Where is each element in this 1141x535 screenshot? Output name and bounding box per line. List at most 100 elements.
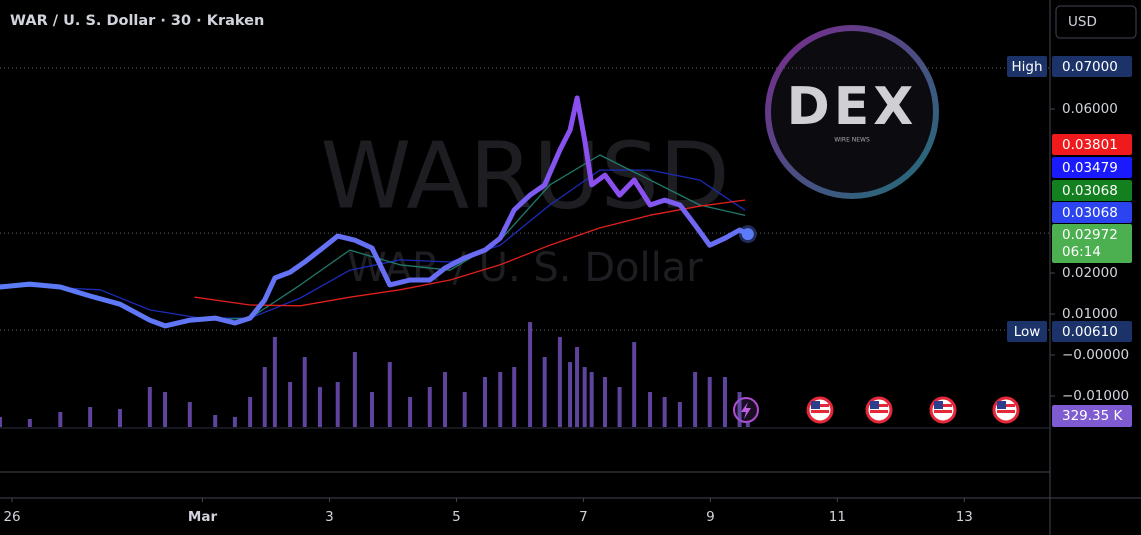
volume-bar [662, 397, 667, 427]
price-badge [1052, 180, 1132, 201]
volume-bar [262, 367, 267, 427]
volume-bar [88, 407, 93, 427]
volume-bar [557, 337, 562, 427]
x-tick-label: 13 [956, 509, 973, 525]
logo-text: DEX [787, 77, 918, 137]
volume-bar [27, 419, 32, 427]
volume-bar [568, 362, 573, 427]
volume-bar [737, 392, 742, 427]
volume-bar [317, 387, 322, 427]
logo-ring [765, 25, 939, 199]
price-badge-text: 0.03068 [1062, 205, 1118, 221]
logo: DEX WIRE NEWS [765, 25, 939, 199]
lightning-glyph [741, 402, 751, 419]
volume-bar [745, 422, 750, 427]
volume-bar [232, 417, 237, 427]
high-tag-text: High [1011, 59, 1042, 75]
currency-label[interactable]: USD [1068, 14, 1097, 30]
volume-badge [1052, 405, 1132, 427]
high-badge-text: 0.07000 [1062, 59, 1118, 75]
last-price-dot [741, 228, 754, 241]
volume-bar [117, 409, 122, 427]
volume-bar [387, 362, 392, 427]
volume-bar [163, 392, 168, 427]
volume-bar [589, 372, 594, 427]
volume-bar [408, 397, 413, 427]
currency-button[interactable] [1055, 5, 1137, 39]
volume-bar [462, 392, 467, 427]
volume-bar [213, 415, 218, 427]
volume-bar [693, 372, 698, 427]
x-tick-label: Mar [188, 509, 218, 525]
volume-bar [370, 392, 375, 427]
event-icons [733, 396, 1020, 424]
y-tick-label: 0.02000 [1062, 265, 1118, 281]
volume-bar [288, 382, 293, 427]
volume-bar [248, 397, 253, 427]
flag-icon[interactable] [992, 396, 1020, 424]
current-badge [1052, 224, 1132, 263]
volume-bar [582, 367, 587, 427]
high-tag [1007, 56, 1047, 77]
volume-bar [335, 382, 340, 427]
flag-icon[interactable] [865, 396, 893, 424]
plot-area: 0.06000 0.02000 0.01000 −0.00000 −0.01000 26 M… [0, 56, 1132, 525]
low-badge-text: 0.00610 [1062, 324, 1118, 340]
low-tag [1007, 321, 1047, 342]
price-badge-text: 0.03801 [1062, 137, 1118, 153]
low-badge [1052, 321, 1132, 342]
price-badge [1052, 157, 1132, 178]
volume-bar [498, 372, 503, 427]
high-badge [1052, 56, 1132, 77]
volume-bar [722, 377, 727, 427]
moving-average [194, 199, 746, 307]
volume-bar [632, 342, 637, 427]
volume-bar [302, 357, 307, 427]
volume-bar [58, 412, 63, 427]
x-tick-label: 3 [325, 509, 334, 525]
volume-bar [443, 372, 448, 427]
volume-bar [147, 387, 152, 427]
volume-bar [512, 367, 517, 427]
x-tick-label: 26 [3, 509, 20, 525]
x-tick-label: 11 [829, 509, 846, 525]
volume-bar [648, 392, 653, 427]
x-tick-label: 5 [452, 509, 461, 525]
current-badge-text: 0.02972 [1062, 227, 1118, 243]
flag-icon[interactable] [929, 396, 957, 424]
price-badge [1052, 134, 1132, 155]
volume-bar [677, 402, 682, 427]
y-tick-label: 0.06000 [1062, 101, 1118, 117]
flag-icon[interactable] [806, 396, 834, 424]
volume-bar [427, 387, 432, 427]
volume-bar [528, 322, 533, 427]
volume-bar [617, 387, 622, 427]
volume-bar [0, 417, 2, 427]
x-tick-label: 7 [579, 509, 588, 525]
volume-badge-text: 329.35 K [1062, 408, 1124, 424]
y-tick-label: −0.00000 [1062, 347, 1129, 363]
price-badge-text: 0.03068 [1062, 183, 1118, 199]
volume-bar [542, 357, 547, 427]
volume-bar [602, 377, 607, 427]
y-tick-label: 0.01000 [1062, 306, 1118, 322]
price-badge [1052, 202, 1132, 223]
volume-bar [352, 352, 357, 427]
current-badge-countdown: 06:14 [1062, 244, 1101, 260]
volume-bar [272, 337, 277, 427]
volume-bar [707, 377, 712, 427]
y-tick-label: −0.01000 [1062, 388, 1129, 404]
logo-subtext: WIRE NEWS [834, 137, 870, 144]
moving-average [0, 169, 746, 319]
low-tag-text: Low [1014, 324, 1041, 340]
volume-bar [575, 347, 580, 427]
x-tick-label: 9 [706, 509, 715, 525]
price-line [0, 95, 751, 329]
watermark: WARUSD [320, 122, 729, 229]
chart-title: WAR / U. S. Dollar · 30 · Kraken [10, 13, 264, 29]
volume-bar [187, 402, 192, 427]
volume-bar [483, 377, 488, 427]
price-badge-text: 0.03479 [1062, 160, 1118, 176]
